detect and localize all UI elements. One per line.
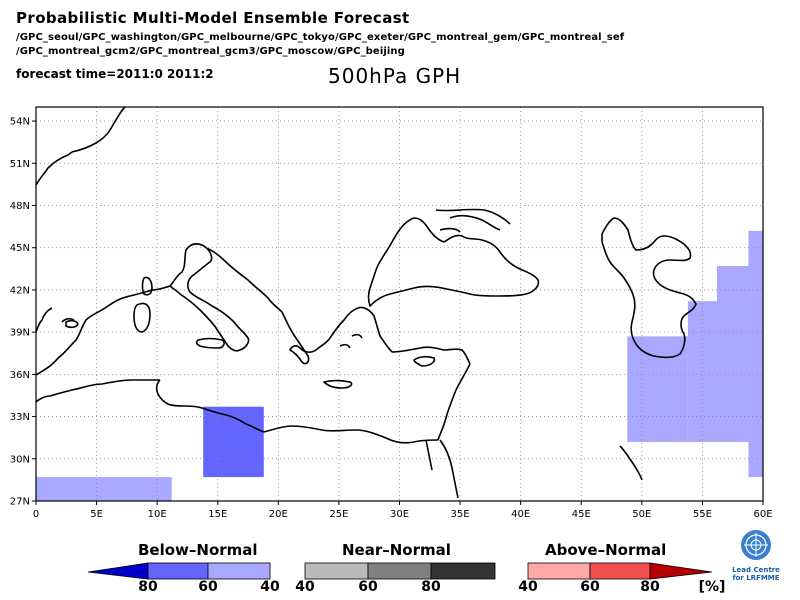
lat-tick-label: 51N (10, 159, 30, 170)
legend-above-label-60: 60 (580, 579, 600, 595)
legend-near-label-60: 60 (358, 579, 378, 595)
legend-below-bar (87, 562, 271, 580)
legend-below-title: Below–Normal (138, 541, 258, 559)
legend-below-swatch-60 (147, 562, 209, 580)
lat-tick-label: 27N (10, 497, 30, 508)
lon-tick-label: 40E (511, 509, 530, 520)
lon-tick-label: 25E (329, 509, 348, 520)
lon-tick-label: 50E (632, 509, 651, 520)
chart-title: Probabilistic Multi-Model Ensemble Forec… (16, 9, 410, 27)
legend-above-label-40: 40 (518, 579, 538, 595)
un-globe-icon (741, 530, 771, 560)
legend-near-bar (304, 562, 496, 580)
logo-caption-line1: Lead Centre (732, 566, 780, 574)
forecast-map: 54N 51N 48N 45N 42N 39N 36N 33N 30N 27N 0 5E 10E 15E… (10, 106, 773, 520)
legend-near-swatch-40 (304, 562, 369, 580)
models-list-line2: /GPC_montreal_gcm2/GPC_montreal_gcm3/GPC… (16, 46, 405, 57)
lon-tick-label: 0 (33, 509, 39, 520)
legend-near-swatch-80 (430, 562, 496, 580)
lon-tick-label: 5E (90, 509, 103, 520)
lat-tick-label: 48N (10, 201, 30, 212)
legend-below-label-40: 40 (260, 579, 280, 595)
variable-label: 500hPa GPH (328, 64, 462, 88)
longitude-axis: 0 5E 10E 15E 20E 25E 30E 35E 40E 45E 50E 55E 60E (33, 501, 773, 520)
legend-above-label-80: 80 (640, 579, 660, 595)
legend-near-label-40: 40 (295, 579, 315, 595)
latitude-axis: 54N 51N 48N 45N 42N 39N 36N 33N 30N 27N (10, 117, 36, 508)
lon-tick-label: 45E (572, 509, 591, 520)
legend-below-swatch-40 (207, 562, 271, 580)
legend-above-title: Above–Normal (545, 541, 667, 559)
lon-tick-label: 55E (693, 509, 712, 520)
lat-tick-label: 54N (10, 117, 30, 128)
region-below-40-2 (627, 336, 688, 442)
forecast-time: forecast time=2011:0 2011:2 (16, 67, 214, 81)
lat-tick-label: 42N (10, 285, 30, 296)
region-below-40-4 (716, 266, 749, 442)
lat-tick-label: 30N (10, 454, 30, 465)
region-below-40-0 (36, 477, 172, 501)
lat-tick-label: 33N (10, 412, 30, 423)
legend-above-swatch-40 (527, 562, 591, 580)
coastlines (35, 106, 697, 499)
region-below-40-5 (748, 230, 763, 478)
lon-tick-label: 10E (148, 509, 167, 520)
lat-tick-label: 45N (10, 243, 30, 254)
legend-near-swatch-60 (367, 562, 432, 580)
legend-above-swatch-60 (589, 562, 651, 580)
legend-unit: [%] (698, 579, 726, 595)
legend-colorbars (87, 562, 713, 580)
legend-below-label-60: 60 (198, 579, 218, 595)
lon-tick-label: 15E (208, 509, 227, 520)
legend-above-bar (527, 562, 713, 580)
probability-regions (36, 230, 763, 501)
region-below-60-1 (203, 406, 264, 478)
legend-below-swatch-80 (87, 562, 149, 580)
lon-tick-label: 35E (451, 509, 470, 520)
legend-near-label-80: 80 (421, 579, 441, 595)
models-list-line1: /GPC_seoul/GPC_washington/GPC_melbourne/… (16, 32, 625, 43)
logo-caption: Lead Centre for LRFMME (726, 566, 786, 582)
lat-tick-label: 36N (10, 370, 30, 381)
wmo-logo: Lead Centre for LRFMME (726, 528, 786, 582)
legend-below-label-80: 80 (138, 579, 158, 595)
logo-caption-line2: for LRFMME (732, 574, 780, 582)
legend-above-swatch-80 (649, 562, 713, 580)
graticule-grid (36, 107, 763, 501)
lon-tick-label: 20E (269, 509, 288, 520)
lon-tick-label: 60E (753, 509, 772, 520)
lat-tick-label: 39N (10, 328, 30, 339)
lon-tick-label: 30E (390, 509, 409, 520)
legend-near-title: Near–Normal (342, 541, 451, 559)
